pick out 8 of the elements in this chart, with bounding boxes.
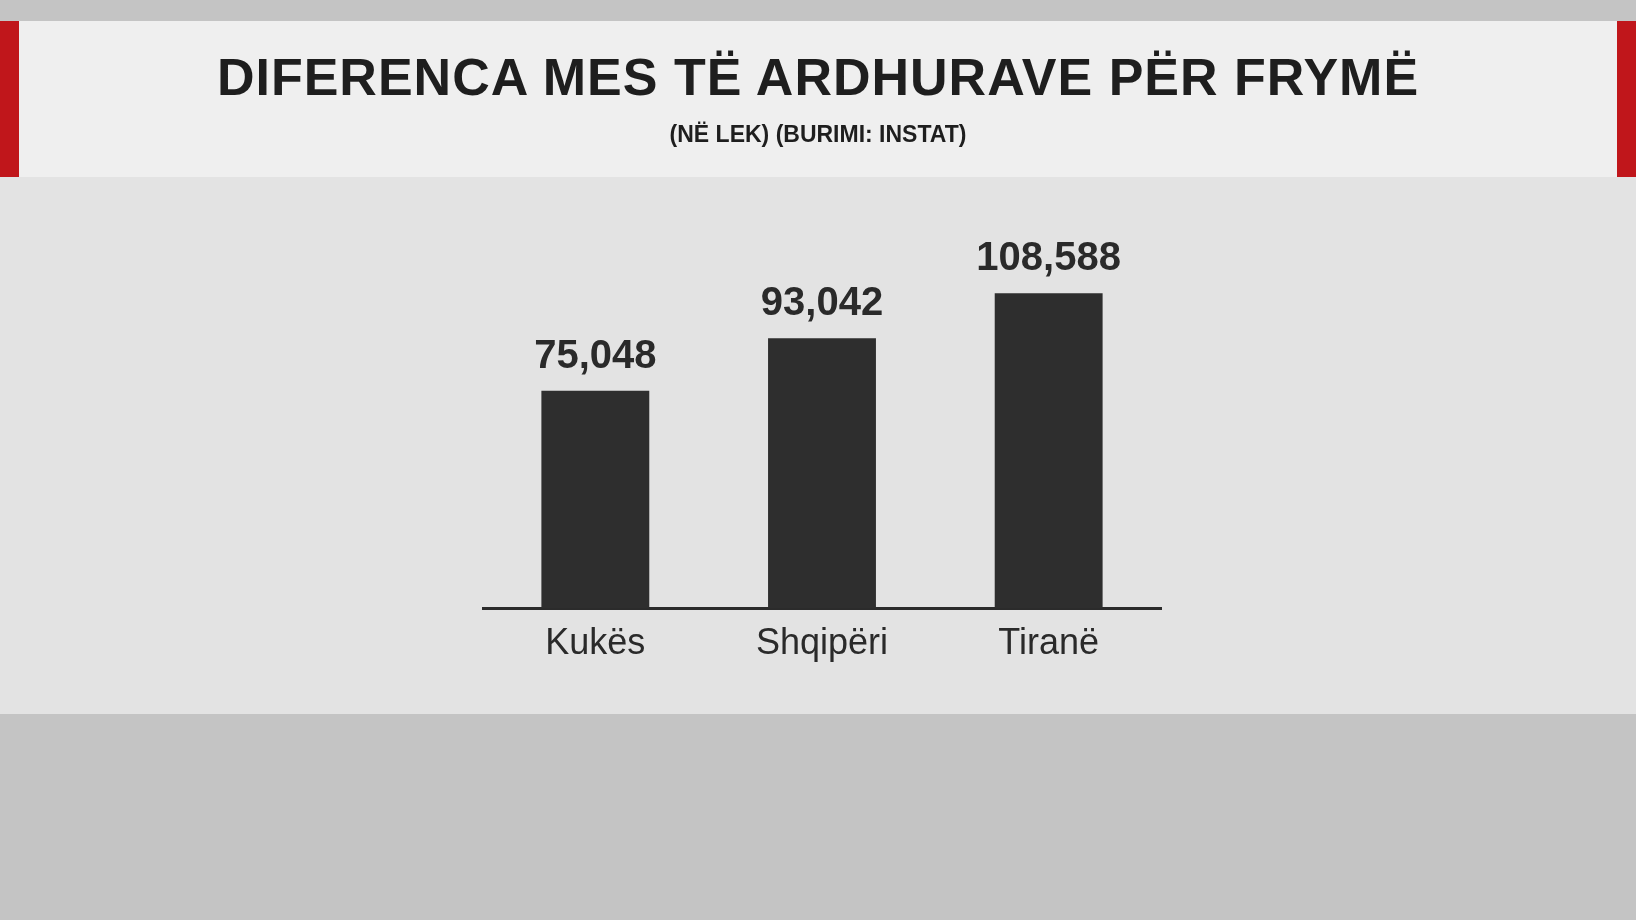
x-tick-label: Tiranë	[998, 621, 1100, 663]
data-label: 93,042	[760, 279, 884, 324]
chart-title: DIFERENCA MES TË ARDHURAVE PËR FRYMË	[215, 47, 1421, 107]
chart-subtitle: (NË LEK) (BURIMI: INSTAT)	[668, 121, 968, 148]
data-label: 108,588	[976, 234, 1121, 279]
x-tick-label: Shqipëri	[755, 621, 889, 663]
x-tick-label: Kukës	[545, 621, 646, 663]
data-label: 75,048	[534, 331, 657, 376]
